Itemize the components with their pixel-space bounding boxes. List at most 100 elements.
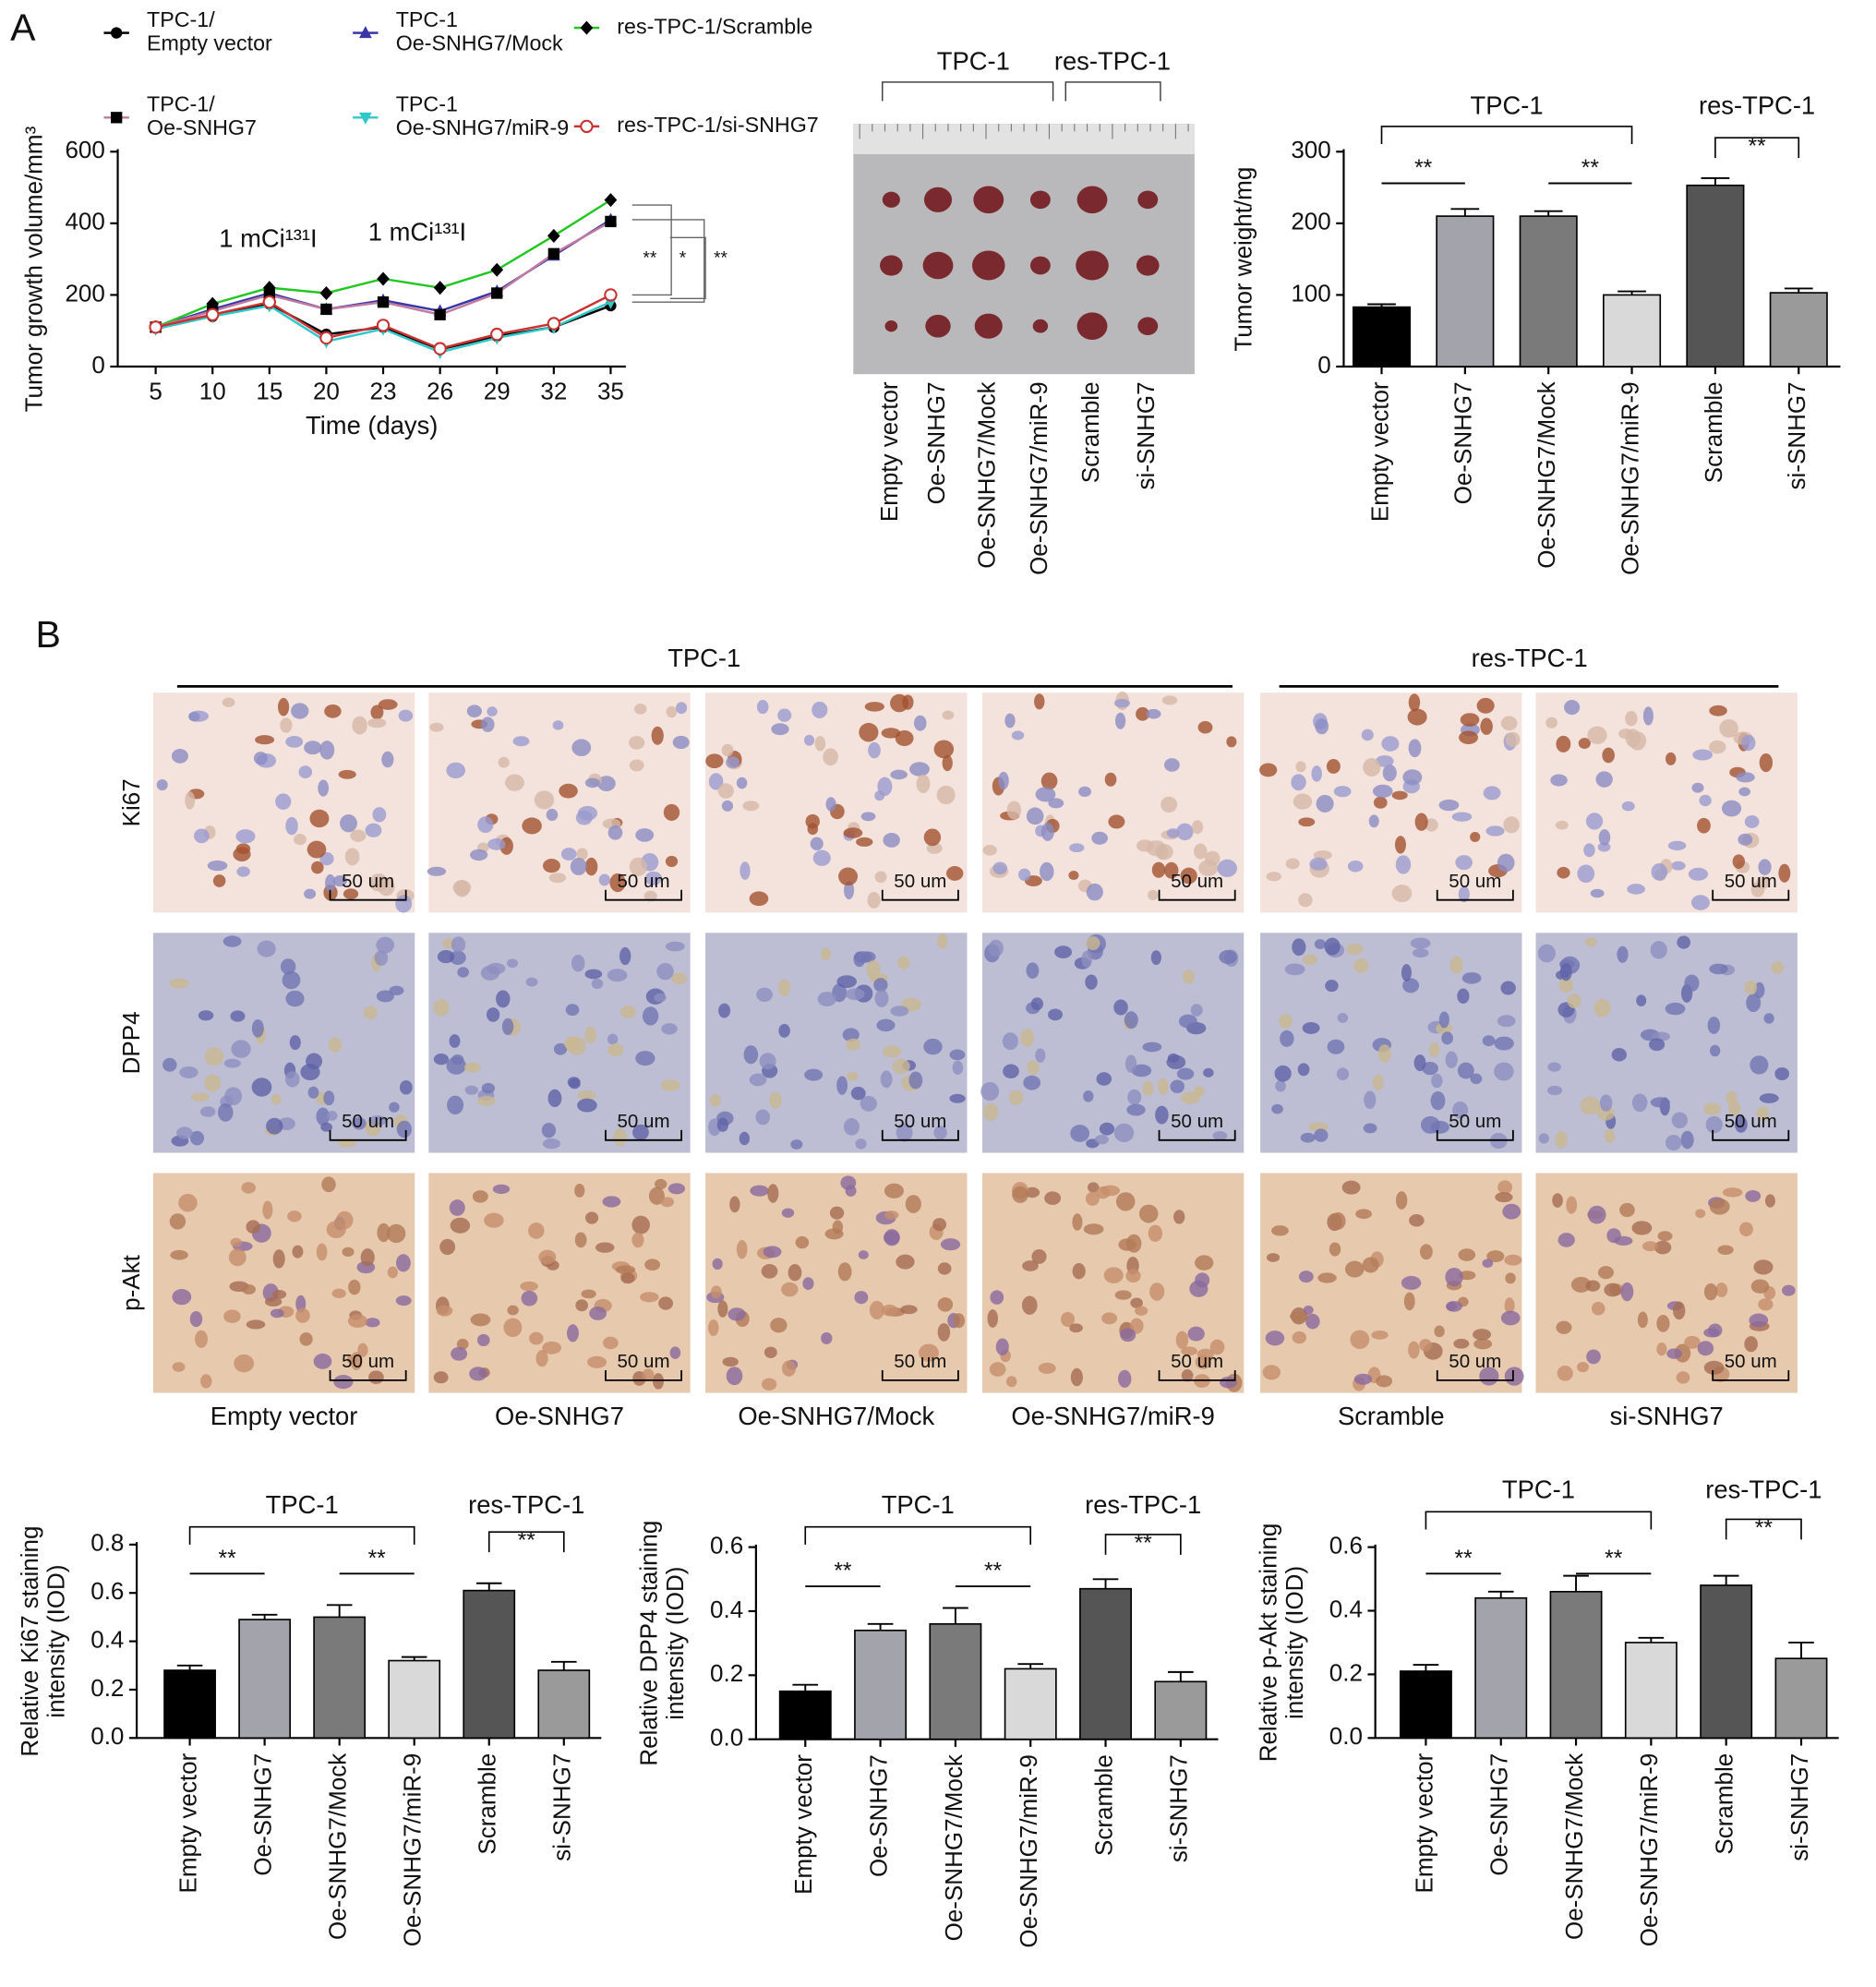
cell: [352, 1116, 367, 1130]
cell: [881, 728, 901, 739]
cell: [396, 1254, 411, 1272]
cell: [729, 1196, 740, 1213]
cell: [1326, 758, 1341, 774]
cell: [1452, 1101, 1469, 1119]
cell: [634, 703, 647, 715]
cell: [644, 871, 663, 885]
cell: [1709, 704, 1727, 717]
cell: [1023, 1075, 1041, 1090]
cell: [1642, 1241, 1658, 1252]
cell: [1346, 943, 1364, 956]
cell: [1091, 831, 1108, 845]
cell: [589, 1306, 607, 1320]
cell: [1190, 1004, 1203, 1017]
bar: [778, 1690, 832, 1740]
cell: [937, 1322, 951, 1342]
cell: [1744, 980, 1758, 995]
scale-label: 50 um: [894, 871, 946, 892]
cell: [1072, 1213, 1083, 1231]
cell: [777, 708, 792, 722]
cell: [1422, 1061, 1438, 1076]
cell: [1266, 1253, 1281, 1262]
cell: [427, 866, 447, 876]
annotation: 1 mCi¹³¹I: [219, 223, 317, 252]
cell: [884, 1210, 899, 1220]
cell: [253, 752, 268, 765]
cell: [855, 1138, 867, 1150]
cell: [1180, 867, 1197, 885]
y-axis-label: Tumor weight/mg: [1230, 167, 1257, 352]
bar: [1004, 1668, 1057, 1740]
cell: [1136, 839, 1154, 852]
cell: [1738, 787, 1750, 797]
scale-label: 50 um: [1171, 871, 1223, 892]
x-tick-label: 23: [370, 378, 397, 405]
cell: [1086, 936, 1100, 951]
y-tick-label: 0.0: [1329, 1722, 1363, 1750]
scale-label: 50 um: [1449, 1351, 1501, 1372]
cell: [1085, 974, 1098, 990]
cell: [331, 1288, 346, 1298]
cell: [1557, 1233, 1575, 1247]
cell: [1680, 1130, 1694, 1150]
cell: [769, 1091, 782, 1109]
cell: [1138, 1204, 1159, 1223]
cell: [629, 857, 647, 876]
cell: [1673, 1301, 1686, 1320]
cell: [451, 1346, 468, 1361]
cell: [1038, 1362, 1056, 1374]
y-tick-label: 200: [65, 279, 104, 307]
column-label: Oe-SNHG7/Mock: [973, 380, 1001, 568]
cell: [866, 960, 881, 979]
cell: [1483, 786, 1501, 801]
cell: [316, 1107, 331, 1126]
cell: [883, 832, 900, 848]
cell: [236, 866, 250, 877]
cell: [1275, 1079, 1286, 1092]
cell: [1148, 1224, 1163, 1243]
scale-label: 50 um: [1725, 1111, 1777, 1132]
cell: [750, 1185, 769, 1197]
cell: [1431, 1073, 1443, 1089]
cell: [1705, 1115, 1723, 1134]
cell: [1771, 961, 1785, 974]
point: [377, 296, 390, 308]
cell: [1027, 1060, 1040, 1076]
cell: [477, 816, 494, 834]
scale-bar: [605, 1369, 682, 1381]
tumor: [923, 187, 953, 212]
cell: [1148, 889, 1159, 900]
group-bracket: [188, 1525, 415, 1545]
cell: [251, 1018, 264, 1038]
cell: [814, 736, 826, 752]
cell: [1274, 1065, 1292, 1082]
cell: [1030, 997, 1043, 1011]
cell: [299, 1332, 313, 1346]
cell: [1734, 1115, 1748, 1133]
cell: [1473, 1338, 1493, 1350]
legend-label: TPC-1 Oe-SNHG7/miR-9: [396, 92, 569, 140]
group-label: res-TPC-1: [468, 1490, 584, 1519]
cell: [487, 837, 506, 850]
cell: [470, 849, 488, 861]
cell: [781, 1208, 795, 1218]
cell: [1486, 1250, 1505, 1263]
cell: [1738, 833, 1753, 846]
cell: [311, 861, 324, 874]
cell: [1005, 1376, 1017, 1388]
cell: [1504, 1297, 1515, 1314]
axis: [1342, 149, 1841, 368]
cell: [1271, 1225, 1289, 1236]
cell: [1289, 1311, 1309, 1321]
cell: [1129, 1318, 1144, 1334]
scale-bar: [329, 889, 407, 901]
cell: [1692, 749, 1713, 761]
cell: [1500, 716, 1518, 731]
cell: [1040, 822, 1054, 841]
cell: [156, 779, 168, 791]
significance: **: [1755, 1516, 1774, 1541]
cell: [313, 1353, 332, 1369]
cell: [810, 837, 824, 851]
cell: [1330, 1212, 1346, 1230]
cell: [357, 1343, 368, 1357]
